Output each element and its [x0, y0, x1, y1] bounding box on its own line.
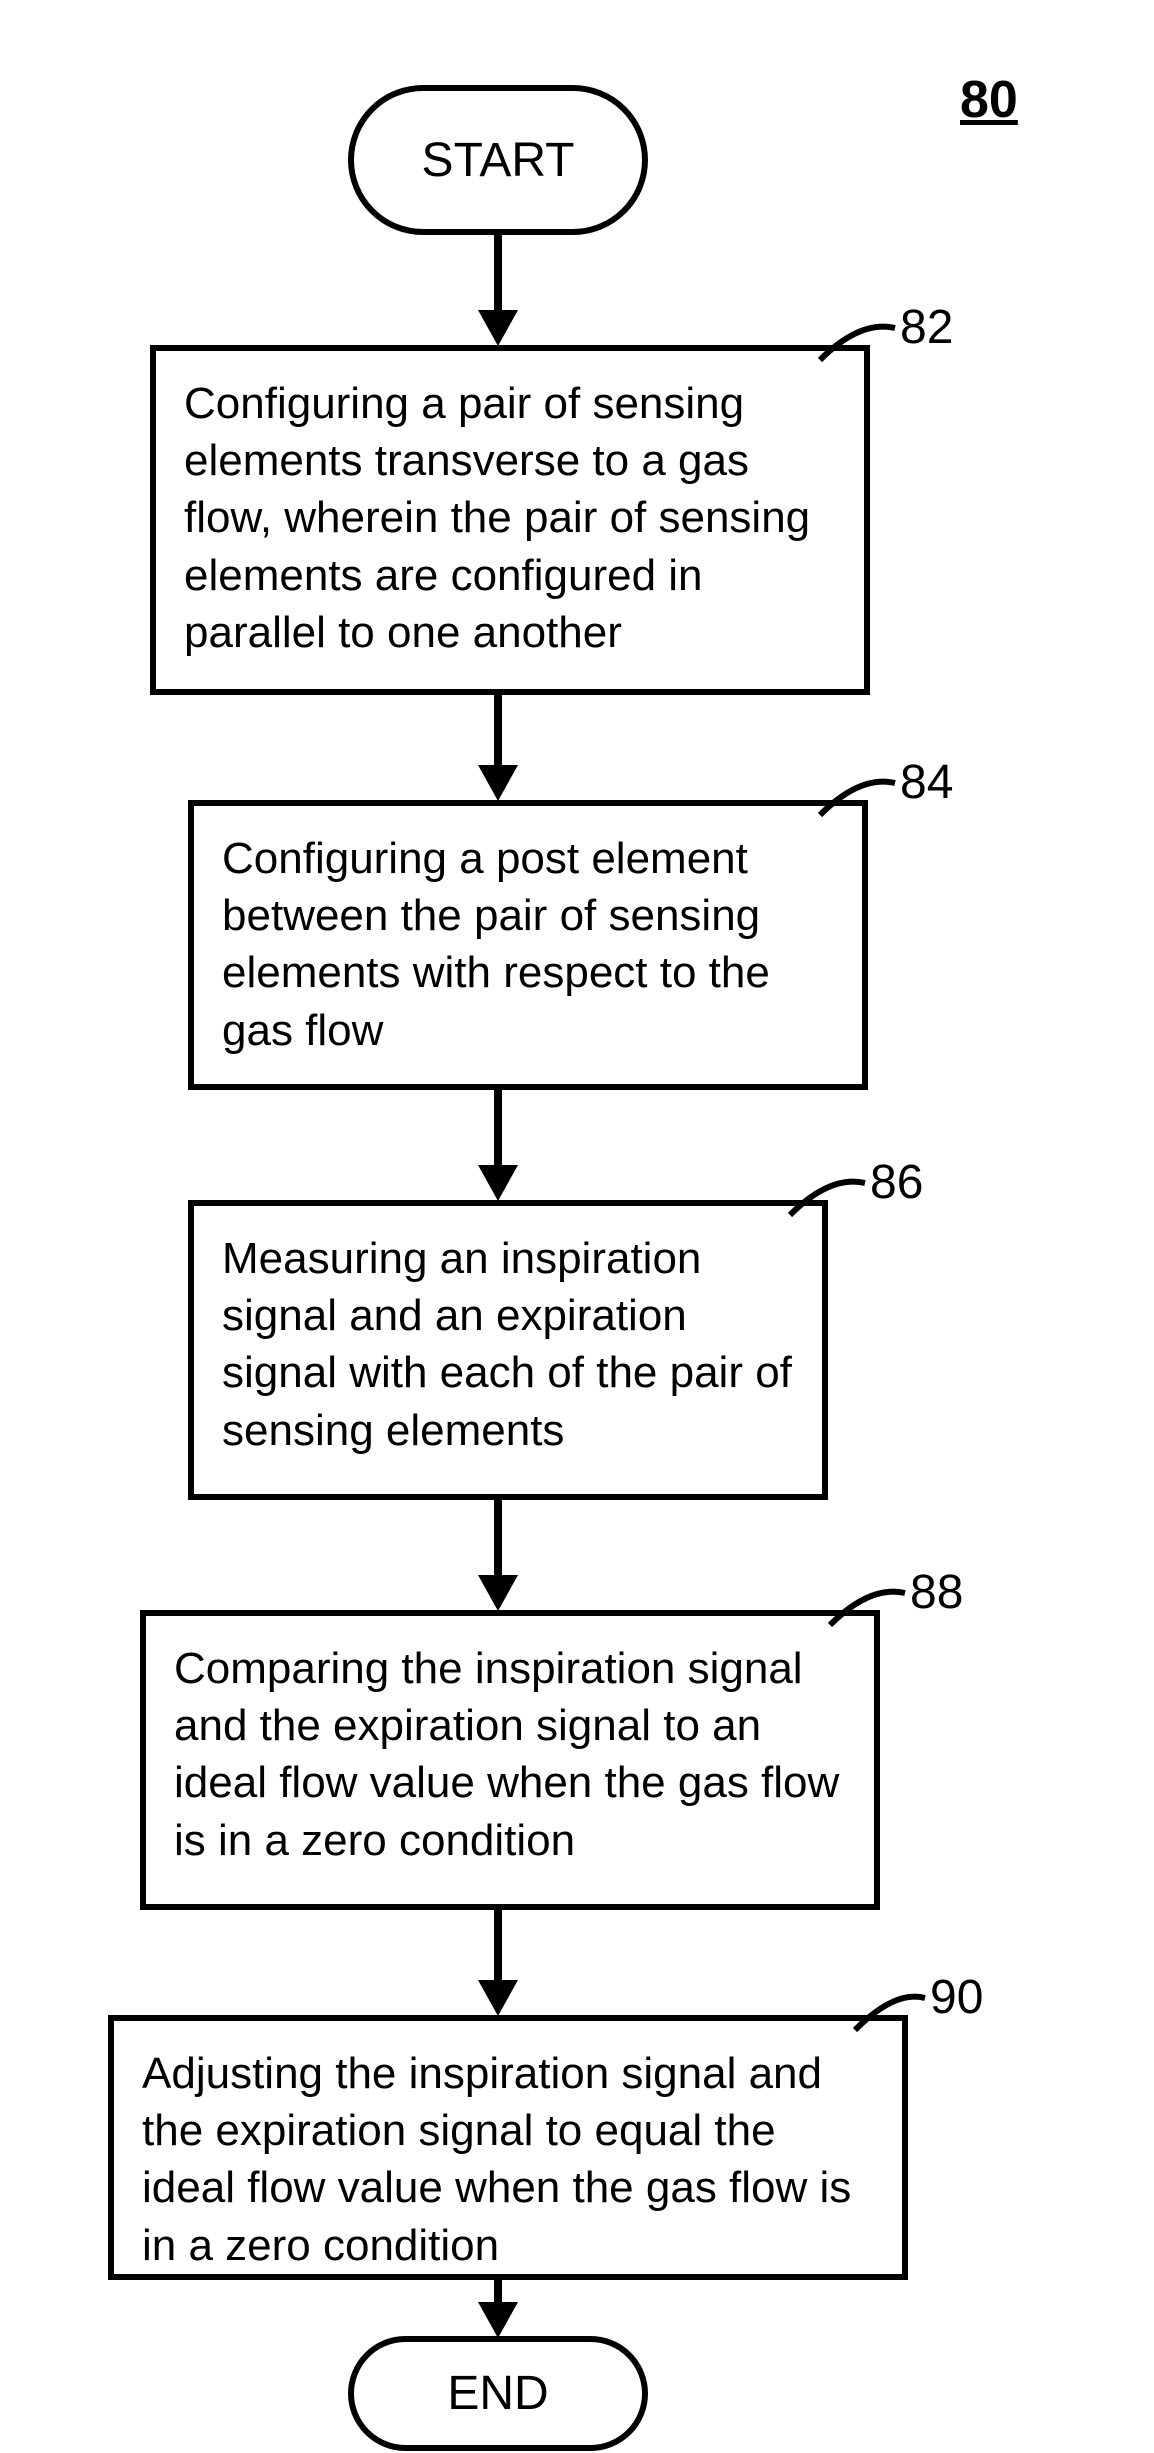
- leader-lines: [0, 0, 1154, 2453]
- arrowhead-90-end: [478, 2302, 518, 2338]
- flowchart-canvas: 80 START Configuring a pair of sensing e…: [0, 0, 1154, 2453]
